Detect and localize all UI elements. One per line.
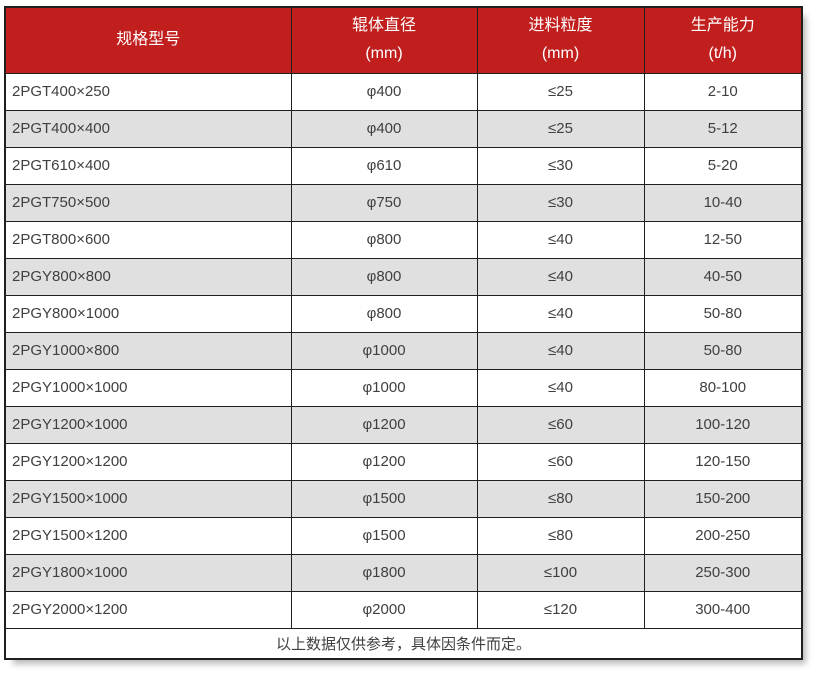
capacity-cell: 50-80 [643,294,803,333]
roller-diameter-cell: φ1000 [290,368,478,407]
spec-table: 规格型号 辊体直径 (mm) 进料粒度 (mm) 生产能力 (t/h) 2PGT… [4,6,803,660]
model-cell: 2PGY1200×1000 [4,405,292,444]
table-row: 2PGY800×1000 φ800 ≤40 50-80 [4,294,803,333]
model-cell: 2PGY1500×1000 [4,479,292,518]
footnote-row: 以上数据仅供参考，具体因条件而定。 [4,627,803,660]
model-cell: 2PGT400×400 [4,109,292,148]
feed-size-cell: ≤40 [476,368,645,407]
capacity-cell: 2-10 [643,72,803,111]
feed-size-cell: ≤30 [476,183,645,222]
roller-diameter-cell: φ1200 [290,405,478,444]
table-row: 2PGY1500×1000 φ1500 ≤80 150-200 [4,479,803,518]
capacity-cell: 40-50 [643,257,803,296]
roller-diameter-cell: φ1500 [290,516,478,555]
feed-size-cell: ≤100 [476,553,645,592]
capacity-cell: 80-100 [643,368,803,407]
roller-diameter-cell: φ1000 [290,331,478,370]
model-cell: 2PGY2000×1200 [4,590,292,629]
table-row: 2PGY1200×1200 φ1200 ≤60 120-150 [4,442,803,481]
feed-size-cell: ≤40 [476,257,645,296]
capacity-cell: 5-12 [643,109,803,148]
capacity-cell: 50-80 [643,331,803,370]
column-header-capacity-label: 生产能力 [690,17,755,35]
model-cell: 2PGY800×1000 [4,294,292,333]
table-row: 2PGY1000×1000 φ1000 ≤40 80-100 [4,368,803,407]
column-header-model-label: 规格型号 [116,31,181,49]
feed-size-cell: ≤40 [476,294,645,333]
table-row: 2PGT610×400 φ610 ≤30 5-20 [4,146,803,185]
column-header-capacity: 生产能力 (t/h) [643,6,803,74]
capacity-cell: 250-300 [643,553,803,592]
roller-diameter-cell: φ1800 [290,553,478,592]
model-cell: 2PGY1200×1200 [4,442,292,481]
model-cell: 2PGY1000×1000 [4,368,292,407]
column-header-feed-size-label: 进料粒度 [528,17,593,35]
model-cell: 2PGY800×800 [4,257,292,296]
table-row: 2PGY1500×1200 φ1500 ≤80 200-250 [4,516,803,555]
column-header-roller-diameter: 辊体直径 (mm) [290,6,478,74]
model-cell: 2PGT800×600 [4,220,292,259]
feed-size-cell: ≤120 [476,590,645,629]
table-row: 2PGY800×800 φ800 ≤40 40-50 [4,257,803,296]
column-header-model: 规格型号 [4,6,292,74]
model-cell: 2PGT400×250 [4,72,292,111]
capacity-cell: 120-150 [643,442,803,481]
column-header-roller-diameter-unit: (mm) [365,45,403,63]
column-header-roller-diameter-label: 辊体直径 [351,17,416,35]
feed-size-cell: ≤80 [476,516,645,555]
feed-size-cell: ≤40 [476,331,645,370]
table-row: 2PGY1000×800 φ1000 ≤40 50-80 [4,331,803,370]
model-cell: 2PGY1000×800 [4,331,292,370]
capacity-cell: 200-250 [643,516,803,555]
feed-size-cell: ≤80 [476,479,645,518]
table-row: 2PGY1200×1000 φ1200 ≤60 100-120 [4,405,803,444]
capacity-cell: 5-20 [643,146,803,185]
table-row: 2PGT750×500 φ750 ≤30 10-40 [4,183,803,222]
roller-diameter-cell: φ610 [290,146,478,185]
table-row: 2PGT400×400 φ400 ≤25 5-12 [4,109,803,148]
capacity-cell: 12-50 [643,220,803,259]
feed-size-cell: ≤60 [476,405,645,444]
roller-diameter-cell: φ400 [290,109,478,148]
feed-size-cell: ≤60 [476,442,645,481]
table-row: 2PGY1800×1000 φ1800 ≤100 250-300 [4,553,803,592]
table-row: 2PGT400×250 φ400 ≤25 2-10 [4,72,803,111]
column-header-feed-size-unit: (mm) [541,45,580,63]
header-row: 规格型号 辊体直径 (mm) 进料粒度 (mm) 生产能力 (t/h) [4,6,803,74]
capacity-cell: 150-200 [643,479,803,518]
model-cell: 2PGT750×500 [4,183,292,222]
table-footnote: 以上数据仅供参考，具体因条件而定。 [4,627,803,660]
capacity-cell: 10-40 [643,183,803,222]
column-header-feed-size: 进料粒度 (mm) [476,6,645,74]
model-cell: 2PGT610×400 [4,146,292,185]
capacity-cell: 100-120 [643,405,803,444]
table-row: 2PGY2000×1200 φ2000 ≤120 300-400 [4,590,803,629]
roller-diameter-cell: φ1500 [290,479,478,518]
roller-diameter-cell: φ800 [290,220,478,259]
table-row: 2PGT800×600 φ800 ≤40 12-50 [4,220,803,259]
feed-size-cell: ≤30 [476,146,645,185]
model-cell: 2PGY1800×1000 [4,553,292,592]
feed-size-cell: ≤25 [476,72,645,111]
feed-size-cell: ≤40 [476,220,645,259]
roller-diameter-cell: φ2000 [290,590,478,629]
roller-diameter-cell: φ400 [290,72,478,111]
model-cell: 2PGY1500×1200 [4,516,292,555]
column-header-capacity-unit: (t/h) [708,45,737,63]
roller-diameter-cell: φ750 [290,183,478,222]
capacity-cell: 300-400 [643,590,803,629]
roller-diameter-cell: φ1200 [290,442,478,481]
feed-size-cell: ≤25 [476,109,645,148]
roller-diameter-cell: φ800 [290,257,478,296]
roller-diameter-cell: φ800 [290,294,478,333]
